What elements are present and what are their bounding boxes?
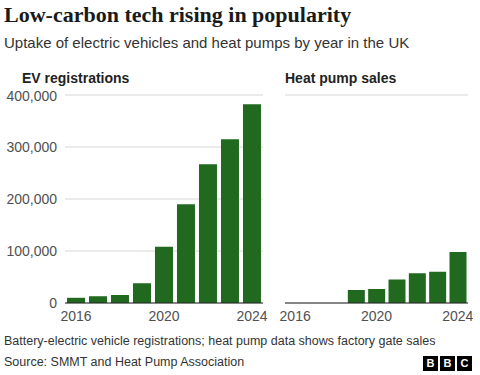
svg-text:2016: 2016 xyxy=(280,308,311,324)
html-text:B: B xyxy=(443,357,452,369)
html-text:Uptake of electric vehicles an: Uptake of electric vehicles and heat pum… xyxy=(4,34,410,51)
svg-text:2024: 2024 xyxy=(442,308,472,324)
svg-text:400,000: 400,000 xyxy=(8,88,57,104)
svg-text:100,000: 100,000 xyxy=(8,243,57,259)
svg-text:300,000: 300,000 xyxy=(8,139,57,155)
html-text:Source: SMMT and Heat Pump Ass: Source: SMMT and Heat Pump Association xyxy=(4,355,245,369)
html-text:Heat pump sales: Heat pump sales xyxy=(285,70,397,86)
svg-text:2016: 2016 xyxy=(60,308,91,324)
html-text:Low-carbon tech rising in popu: Low-carbon tech rising in popularity xyxy=(4,2,352,27)
html-text:EV registrations: EV registrations xyxy=(22,70,130,86)
svg-text:2020: 2020 xyxy=(361,308,392,324)
svg-text:2024: 2024 xyxy=(236,308,267,324)
html-text:B: B xyxy=(426,357,435,369)
html-text:C: C xyxy=(460,357,469,369)
html-text:Battery-electric vehicle regis: Battery-electric vehicle registrations; … xyxy=(4,334,436,348)
svg-text:2020: 2020 xyxy=(148,308,179,324)
svg-text:200,000: 200,000 xyxy=(8,191,57,207)
svg-text:0: 0 xyxy=(49,295,57,311)
